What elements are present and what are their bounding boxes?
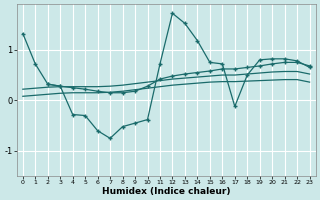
X-axis label: Humidex (Indice chaleur): Humidex (Indice chaleur) [102, 187, 230, 196]
